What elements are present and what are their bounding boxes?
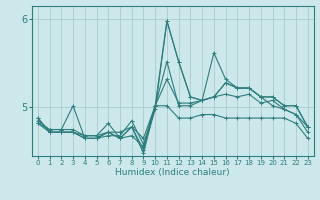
X-axis label: Humidex (Indice chaleur): Humidex (Indice chaleur) bbox=[116, 168, 230, 177]
